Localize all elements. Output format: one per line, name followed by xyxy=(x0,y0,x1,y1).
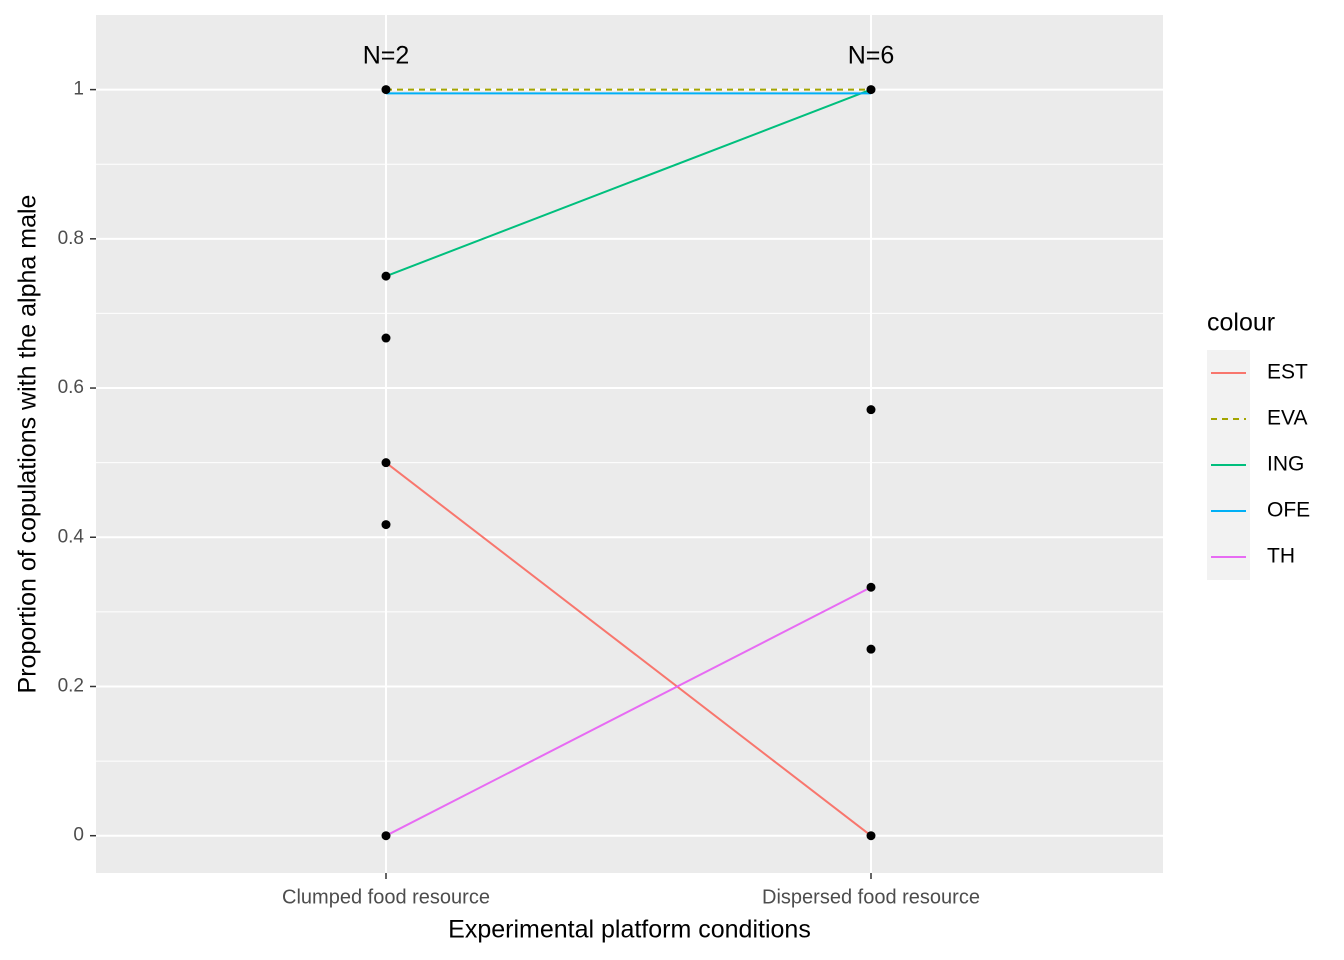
data-point xyxy=(381,85,391,95)
series-line-est xyxy=(385,461,872,837)
annotation-n-clumped: N=2 xyxy=(363,41,410,69)
legend-title: colour xyxy=(1207,309,1275,337)
legend-label: TH xyxy=(1267,545,1295,568)
y-tick-label: 0.6 xyxy=(58,377,84,398)
legend-label: EVA xyxy=(1267,407,1307,430)
plot-panel xyxy=(96,15,1163,873)
data-point xyxy=(866,644,876,654)
series-line-ing xyxy=(385,88,872,278)
grid-layer xyxy=(96,15,1163,873)
legend-label: ING xyxy=(1267,453,1304,476)
data-point xyxy=(866,85,876,95)
y-tick-label: 0.2 xyxy=(58,675,84,696)
legend-label: EST xyxy=(1267,361,1308,384)
data-point xyxy=(381,458,391,468)
point-layer xyxy=(381,85,876,841)
legend-entries: EST EVA ING OFE TH xyxy=(1211,361,1310,568)
y-axis-title: Proportion of copulations with the alpha… xyxy=(14,195,42,694)
data-point xyxy=(866,582,876,592)
x-tick-label: Clumped food resource xyxy=(282,886,490,908)
data-point xyxy=(381,271,391,281)
y-tick-label: 0.4 xyxy=(58,526,85,547)
annotation-n-dispersed: N=6 xyxy=(848,41,895,69)
x-axis-title: Experimental platform conditions xyxy=(448,916,811,944)
data-point xyxy=(381,520,391,530)
annotation-layer: N=2 N=6 xyxy=(363,41,895,69)
legend-label: OFE xyxy=(1267,499,1310,522)
data-point xyxy=(381,831,391,841)
y-tick-label: 0 xyxy=(73,825,84,846)
y-axis-ticks: 0 0.2 0.4 0.6 0.8 1 xyxy=(58,79,96,846)
y-tick-label: 1 xyxy=(73,79,84,100)
data-point xyxy=(866,405,876,415)
data-point xyxy=(866,831,876,841)
series-line-th xyxy=(385,586,872,837)
x-axis-ticks: Clumped food resource Dispersed food res… xyxy=(282,873,980,908)
data-point xyxy=(381,333,391,343)
y-tick-label: 0.8 xyxy=(58,228,84,249)
x-tick-label: Dispersed food resource xyxy=(762,886,980,908)
series-layer xyxy=(385,88,872,837)
legend: colour EST EVA ING OFE TH xyxy=(1207,309,1310,580)
